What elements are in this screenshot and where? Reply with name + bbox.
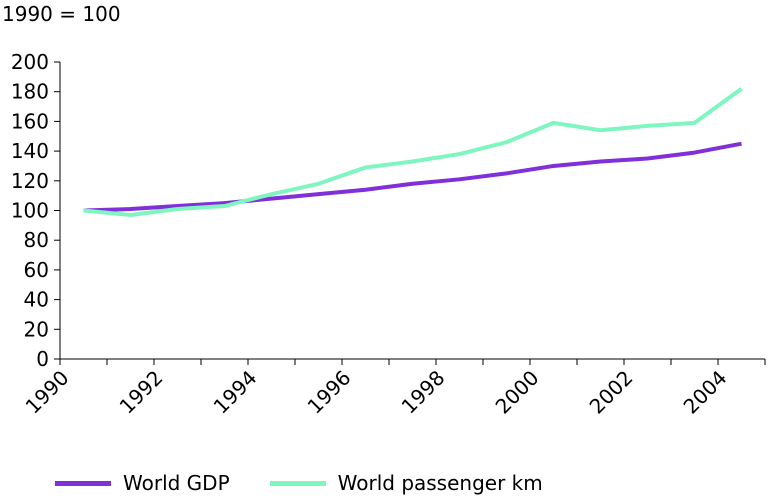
y-tick-label: 120 bbox=[11, 169, 49, 193]
legend-item-world-gdp: World GDP bbox=[55, 471, 230, 495]
x-tick-label: 1990 bbox=[21, 366, 74, 419]
y-tick-label: 20 bbox=[24, 317, 49, 341]
x-tick-label: 1996 bbox=[303, 366, 356, 419]
unit-label: 1990 = 100 bbox=[2, 2, 121, 26]
y-tick-label: 60 bbox=[24, 258, 49, 282]
x-tick-label: 1992 bbox=[115, 366, 168, 419]
y-tick-label: 200 bbox=[11, 50, 49, 74]
y-tick-label: 140 bbox=[11, 139, 49, 163]
series-group bbox=[83, 87, 743, 217]
y-tick-label: 0 bbox=[36, 347, 49, 371]
legend-label-world-gdp: World GDP bbox=[123, 471, 230, 495]
x-tick-label: 2004 bbox=[679, 366, 732, 419]
y-axis-ticks: 0 20 40 60 80 100 120 140 160 180 200 bbox=[11, 50, 60, 371]
legend: World GDP World passenger km bbox=[55, 471, 583, 495]
x-axis-ticks: 1990 1992 1994 1996 1998 2000 2002 2004 bbox=[21, 359, 766, 419]
legend-item-world-passenger-km: World passenger km bbox=[269, 471, 543, 495]
legend-label-world-passenger-km: World passenger km bbox=[337, 471, 543, 495]
series-line-world-gdp bbox=[83, 141, 742, 213]
x-tick-label: 1998 bbox=[397, 366, 450, 419]
legend-swatch-world-gdp bbox=[55, 480, 111, 486]
y-tick-label: 40 bbox=[24, 288, 49, 312]
x-tick-label: 2002 bbox=[585, 366, 638, 419]
y-tick-label: 180 bbox=[11, 80, 49, 104]
legend-swatch-world-passenger-km bbox=[269, 480, 326, 486]
x-tick-label: 2000 bbox=[491, 366, 544, 419]
series-line-world-passenger-km bbox=[83, 87, 743, 217]
y-tick-label: 80 bbox=[24, 228, 49, 252]
y-tick-label: 160 bbox=[11, 109, 49, 133]
x-tick-label: 1994 bbox=[209, 366, 262, 419]
y-tick-label: 100 bbox=[11, 199, 49, 223]
line-chart: 0 20 40 60 80 100 120 140 160 180 200 1990 1992 1994… bbox=[11, 50, 766, 419]
